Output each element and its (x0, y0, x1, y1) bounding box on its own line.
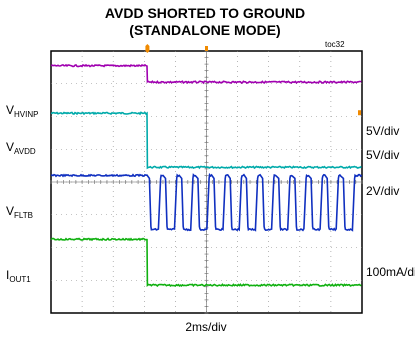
scale-hvinp: 5V/div (366, 124, 400, 138)
scale-fltb: 2V/div (366, 184, 400, 198)
scale-avdd: 5V/div (366, 148, 400, 162)
scale-iout1: 100mA/div (366, 265, 415, 279)
trace-avdd (50, 63, 362, 85)
trace-hvinp (50, 111, 362, 170)
channel-label-avdd: VAVDD (6, 140, 36, 156)
time-origin-marker (205, 46, 208, 51)
channel-label-fltb: VFLTB (6, 204, 33, 220)
chart-title: AVDD SHORTED TO GROUND (104, 5, 306, 21)
chart-subtitle: (STANDALONE MODE) (129, 22, 281, 38)
channel-label-iout1: IOUT1 (6, 268, 31, 284)
figure-tag: toc32 (325, 40, 345, 49)
traces (50, 63, 363, 288)
markers (145, 44, 361, 116)
channel-label-hvinp: VHVINP (6, 103, 39, 119)
x-axis-label: 2ms/div (185, 320, 227, 334)
trigger-level-marker (358, 110, 361, 116)
trigger-marker (145, 44, 150, 53)
trace-fltb (50, 172, 363, 232)
trace-out1 (50, 237, 362, 288)
grid (50, 50, 363, 314)
